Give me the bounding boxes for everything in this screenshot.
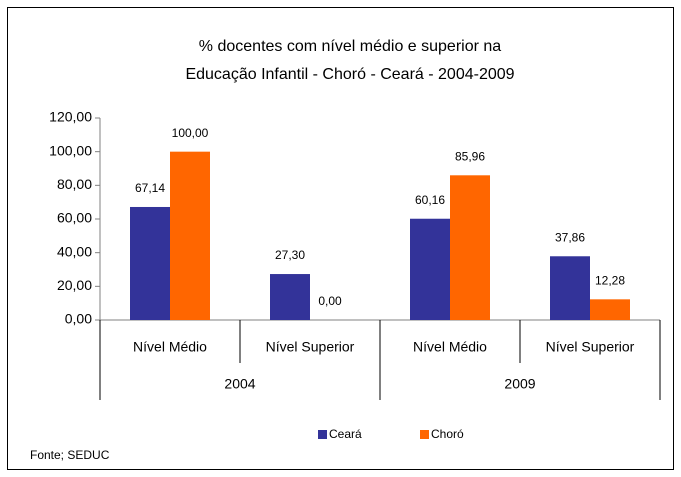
x-tick-label: Nível Superior: [546, 339, 635, 355]
chart-title: Educação Infantil - Choró - Ceará - 2004…: [185, 66, 514, 83]
bar: [410, 218, 450, 320]
value-label: 100,00: [172, 126, 209, 140]
y-tick-label: 0,00: [65, 311, 92, 327]
y-tick-label: 60,00: [57, 210, 92, 226]
bar: [170, 151, 210, 320]
value-label: 37,86: [555, 230, 585, 244]
group-label: 2009: [504, 376, 535, 392]
value-label: 85,96: [455, 149, 485, 163]
y-tick-label: 100,00: [49, 142, 92, 158]
y-tick-label: 40,00: [57, 243, 92, 259]
value-label: 60,16: [415, 193, 445, 207]
bar: [550, 256, 590, 320]
legend-swatch: [420, 430, 429, 439]
value-label: 0,00: [318, 294, 342, 308]
chart-title: % docentes com nível médio e superior na: [199, 38, 501, 55]
y-tick-label: 80,00: [57, 176, 92, 192]
x-tick-label: Nível Médio: [413, 339, 487, 355]
bar: [270, 274, 310, 320]
bar: [450, 175, 490, 320]
group-label: 2004: [224, 376, 255, 392]
source-note: Fonte; SEDUC: [30, 448, 110, 462]
y-tick-label: 20,00: [57, 277, 92, 293]
legend-swatch: [318, 430, 327, 439]
chart-frame: [7, 7, 674, 470]
y-tick-label: 120,00: [49, 109, 92, 125]
value-label: 67,14: [135, 181, 165, 195]
x-tick-label: Nível Médio: [133, 339, 207, 355]
bar: [130, 206, 170, 320]
value-label: 12,28: [595, 274, 625, 288]
x-tick-label: Nível Superior: [266, 339, 355, 355]
legend-label: Ceará: [329, 427, 362, 441]
bar: [590, 299, 630, 320]
legend-label: Choró: [431, 427, 464, 441]
value-label: 27,30: [275, 248, 305, 262]
